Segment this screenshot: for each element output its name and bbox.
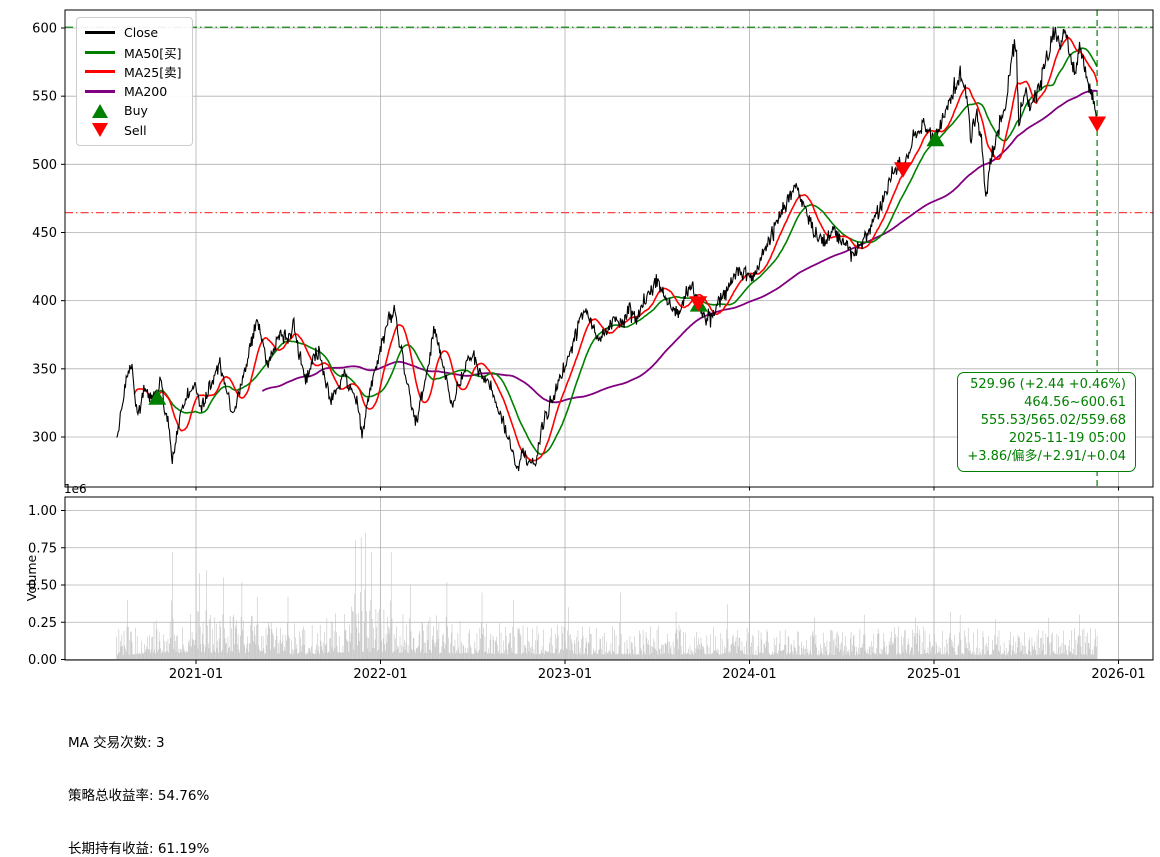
- annotation-ma-values: 555.53/565.02/559.68: [980, 413, 1126, 428]
- sell-triangle-icon: [92, 123, 108, 138]
- legend-item-sell: Sell: [85, 121, 182, 141]
- legend-line-swatch: [85, 70, 115, 74]
- y-tick-label: 600: [32, 22, 57, 37]
- volume-tick-label: 0.75: [28, 541, 57, 556]
- x-tick-label: 2023-01: [538, 667, 592, 682]
- stat-strategy-return: 策略总收益率: 54.76%: [68, 787, 210, 804]
- x-tick-label: 2026-01: [1091, 667, 1145, 682]
- annotation-last-price: 529.96 (+2.44 +0.46%): [970, 377, 1126, 392]
- ma200-line: [261, 89, 1098, 404]
- y-tick-label: 500: [32, 158, 57, 173]
- legend-marker-swatch-box: [85, 103, 115, 118]
- legend-item-label: Buy: [124, 103, 148, 119]
- volume-tick-label: 0.00: [28, 653, 57, 668]
- strategy-stats: MA 交易次数: 3 策略总收益率: 54.76% 长期持有收益: 61.19%…: [68, 699, 509, 857]
- x-tick-label: 2022-01: [353, 667, 407, 682]
- legend-item-label: MA200: [124, 83, 168, 99]
- stat-buyhold-return: 长期持有收益: 61.19%: [68, 841, 210, 857]
- y-tick-label: 550: [32, 90, 57, 105]
- volume-axis-label: Volume: [24, 554, 39, 601]
- buy-marker-icon: [926, 130, 945, 147]
- legend-marker-swatch-box: [85, 123, 115, 138]
- legend-line-swatch-box: [85, 89, 115, 93]
- y-tick-label: 300: [32, 430, 57, 445]
- price-annotation-box: 529.96 (+2.44 +0.46%) 464.56~600.61 555.…: [957, 372, 1136, 472]
- legend-item-label: MA50[买]: [124, 45, 182, 61]
- legend-item-ma50: MA50[买]: [85, 43, 182, 63]
- volume-panel-border: [64, 496, 1154, 661]
- annotation-datetime: 2025-11-19 05:00: [1008, 431, 1126, 446]
- sell-marker-icon: [1088, 116, 1107, 132]
- ma25-line: [133, 36, 1098, 462]
- y-tick-label: 450: [32, 226, 57, 241]
- volume-bars: [116, 532, 1098, 660]
- legend-line-swatch: [85, 31, 115, 35]
- x-tick-label: 2021-01: [169, 667, 223, 682]
- legend-line-swatch: [85, 50, 115, 54]
- legend-item-ma25: MA25[卖]: [85, 62, 182, 82]
- close-line: [116, 26, 1098, 472]
- sell-marker-icon: [894, 162, 913, 178]
- legend-item-label: Close: [124, 25, 159, 41]
- legend-item-ma200: MA200: [85, 82, 182, 102]
- legend-line-swatch: [85, 89, 115, 93]
- x-tick-label: 2024-01: [722, 667, 776, 682]
- chart-canvas: 300 350 400 450 500 550 600 0.00 0.25 0.50 0.75 1.0…: [24, 9, 1154, 682]
- ma50-line: [151, 47, 1098, 456]
- legend-item-label: Sell: [124, 122, 147, 138]
- volume-scale-label: 1e6: [64, 482, 87, 496]
- main-panel-border: [64, 9, 1154, 488]
- y-tick-label: 350: [32, 362, 57, 377]
- buy-marker-icon: [148, 389, 167, 405]
- y-tick-label: 400: [32, 294, 57, 309]
- legend-item-label: MA25[卖]: [124, 65, 182, 81]
- x-tick-label: 2025-01: [907, 667, 961, 682]
- legend-line-swatch-box: [85, 70, 115, 74]
- annotation-price-range: 464.56~600.61: [1024, 395, 1126, 410]
- volume-tick-label: 1.00: [28, 504, 57, 519]
- stat-trade-count: MA 交易次数: 3: [68, 734, 165, 751]
- legend: Close MA50[买] MA25[卖] MA200 Buy Sell: [76, 17, 193, 146]
- volume-tick-label: 0.25: [28, 616, 57, 631]
- volume-tick-label: 0.50: [28, 579, 57, 594]
- annotation-bias: +3.86/偏多/+2.91/+0.04: [967, 449, 1126, 464]
- legend-line-swatch-box: [85, 50, 115, 54]
- legend-item-buy: Buy: [85, 101, 182, 121]
- gridlines: [65, 10, 1153, 660]
- buy-triangle-icon: [92, 103, 108, 118]
- legend-line-swatch-box: [85, 31, 115, 35]
- sell-marker-icon: [689, 296, 708, 312]
- legend-item-close: Close: [85, 23, 182, 43]
- axis-ticks: [61, 27, 1119, 664]
